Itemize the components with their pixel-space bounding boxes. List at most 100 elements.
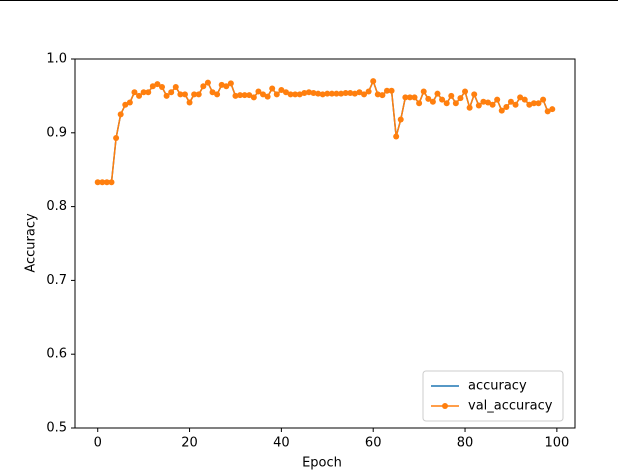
point: [530, 100, 537, 107]
y-tick-label: 0.7: [46, 273, 67, 288]
point: [374, 91, 381, 98]
point: [232, 92, 239, 99]
legend-label: accuracy: [468, 379, 527, 394]
y-tick-label: 0.8: [46, 199, 67, 214]
point: [108, 179, 115, 186]
legend-box: [422, 370, 564, 422]
point: [475, 102, 482, 109]
point: [379, 92, 386, 99]
point: [494, 96, 501, 103]
point: [296, 91, 303, 98]
point: [186, 99, 193, 106]
point: [145, 89, 152, 96]
point: [117, 111, 124, 118]
point: [181, 91, 188, 98]
point: [305, 89, 312, 96]
point: [333, 90, 340, 97]
point: [209, 89, 216, 96]
point: [223, 83, 230, 90]
point: [393, 133, 400, 140]
point: [365, 88, 372, 95]
point: [324, 90, 331, 97]
point: [484, 99, 491, 106]
point: [338, 90, 345, 97]
point: [544, 108, 551, 115]
y-tick-label: 0.6: [46, 347, 67, 362]
point: [503, 103, 510, 110]
point: [443, 100, 450, 107]
point: [172, 84, 179, 91]
point: [260, 91, 267, 98]
point: [154, 81, 161, 88]
point: [489, 101, 496, 108]
point: [99, 179, 106, 186]
point: [94, 179, 101, 186]
x-axis-label: Epoch: [302, 456, 342, 471]
point: [383, 87, 390, 94]
x-tick-label: 80: [457, 436, 474, 451]
point: [246, 92, 253, 99]
point: [241, 92, 248, 99]
point: [301, 89, 308, 96]
point: [292, 91, 299, 98]
point: [255, 88, 262, 95]
point: [227, 80, 234, 87]
point: [264, 93, 271, 100]
point: [113, 134, 120, 141]
point: [434, 90, 441, 97]
legend-marker: [442, 403, 448, 409]
point: [204, 79, 211, 86]
point: [498, 107, 505, 114]
point: [507, 98, 514, 105]
point: [452, 100, 459, 107]
point: [278, 86, 285, 93]
point: [462, 88, 469, 95]
point: [521, 96, 528, 103]
point: [126, 99, 133, 106]
point: [517, 94, 524, 101]
point: [122, 101, 129, 108]
point: [388, 87, 395, 94]
point: [328, 90, 335, 97]
point: [319, 91, 326, 98]
point: [195, 91, 202, 98]
point: [218, 81, 225, 88]
point: [237, 92, 244, 99]
point: [287, 91, 294, 98]
point: [347, 89, 354, 96]
point: [535, 100, 542, 107]
point: [177, 91, 184, 98]
point: [480, 98, 487, 105]
point: [310, 89, 317, 96]
point: [361, 91, 368, 98]
point: [356, 89, 363, 96]
point: [471, 91, 478, 98]
point: [457, 95, 464, 102]
point: [411, 94, 418, 101]
point: [351, 90, 358, 97]
point: [269, 85, 276, 92]
point: [273, 91, 280, 98]
point: [163, 92, 170, 99]
y-tick-label: 0.5: [46, 421, 67, 436]
point: [140, 89, 147, 96]
point: [315, 90, 322, 97]
x-tick-label: 100: [544, 436, 569, 451]
plot-frame: [74, 58, 576, 429]
point: [448, 92, 455, 99]
x-tick-label: 40: [273, 436, 290, 451]
point: [250, 94, 257, 101]
point: [397, 116, 404, 123]
point: [420, 88, 427, 95]
point: [512, 101, 519, 108]
point: [402, 94, 409, 101]
point: [406, 94, 413, 101]
x-tick-label: 0: [94, 436, 102, 451]
point: [214, 91, 221, 98]
point: [103, 179, 110, 186]
point: [342, 89, 349, 96]
point: [439, 96, 446, 103]
x-tick-label: 20: [181, 436, 198, 451]
point: [526, 101, 533, 108]
